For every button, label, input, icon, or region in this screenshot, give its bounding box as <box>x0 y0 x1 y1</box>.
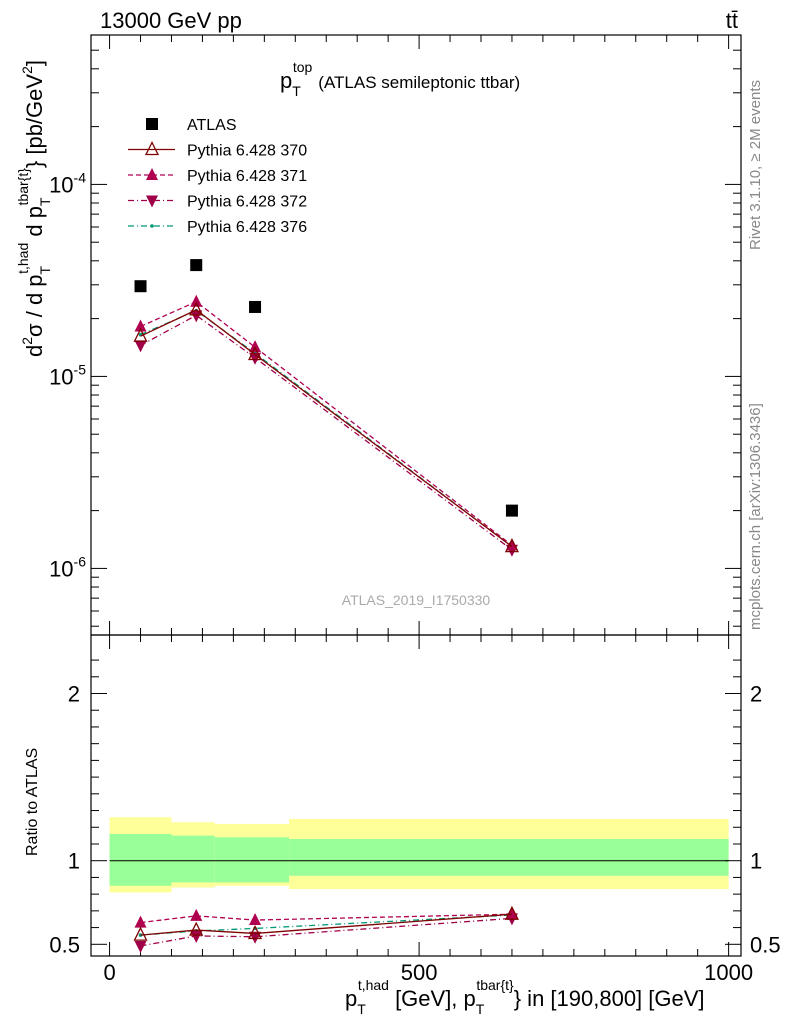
ratio-y-tick-label-right: 1 <box>750 849 762 874</box>
marker-pythia-6-428-371 <box>505 538 518 551</box>
legend-label-pythia-6-428-372: Pythia 6.428 372 <box>187 194 307 211</box>
ratio-marker-pythia-6-428-372 <box>249 931 262 944</box>
ratio-band-inner <box>214 837 290 883</box>
legend-label-pythia-6-428-371: Pythia 6.428 371 <box>187 168 307 185</box>
series-line-pythia-6-428-371 <box>140 300 513 546</box>
legend-label-pythia-6-428-376: Pythia 6.428 376 <box>187 219 307 236</box>
ratio-line-pythia-6-428-372 <box>140 917 512 947</box>
ratio-frame <box>90 634 742 957</box>
mcplots-reference-label: mcplots.cern.ch [arXiv:1306.3436] <box>747 403 764 630</box>
legend-marker-pythia-6-428-372 <box>146 195 158 208</box>
ratio-marker-pythia-6-428-371 <box>134 915 147 928</box>
header-energy-label: 13000 GeV pp <box>100 8 242 33</box>
marker-atlas <box>249 300 262 313</box>
legend-label-pythia-6-428-370: Pythia 6.428 370 <box>187 143 307 160</box>
marker-pythia-6-428-370 <box>189 301 204 316</box>
marker-pythia-6-428-370 <box>133 327 148 342</box>
marker-pythia-6-428-372 <box>249 352 262 365</box>
y-tick-label: 10-4 <box>49 169 86 197</box>
x-axis-label: pTt,had [GeV], pTtbar{t}} in [190,800] [… <box>345 977 705 1017</box>
series-line-pythia-6-428-372 <box>140 314 513 551</box>
y-tick-label: 10-5 <box>49 361 86 389</box>
main-series <box>133 259 520 557</box>
marker-atlas <box>134 280 147 293</box>
ratio-y-axis-label: Ratio to ATLAS <box>24 748 41 856</box>
ratio-y-tick-label: 1 <box>68 849 80 874</box>
ratio-y-tick-label-right: 2 <box>750 682 762 707</box>
ratio-marker-pythia-6-428-371 <box>505 907 518 920</box>
legend: ATLAS Pythia 6.428 370 Pythia 6.428 371 Pyt… <box>128 117 307 236</box>
rivet-version-label: Rivet 3.1.10, ≥ 2M events <box>747 80 764 250</box>
ratio-axes: 0 500 1000 0.5 0.5 1 1 2 2 <box>49 35 781 985</box>
plot-title: pTtop(ATLAS semileptonic ttbar) <box>280 59 520 99</box>
marker-pythia-6-428-370 <box>247 346 263 361</box>
x-tick-label: 0 <box>103 960 115 985</box>
ratio-band-inner <box>289 838 729 876</box>
ratio-series <box>133 905 520 953</box>
marker-pythia-6-428-371 <box>190 294 203 307</box>
ratio-marker-pythia-6-428-372 <box>134 940 147 953</box>
series-line-pythia-6-428-376 <box>140 309 513 548</box>
ratio-band-inner <box>109 833 172 886</box>
series-line-pythia-6-428-370 <box>140 309 513 548</box>
x-tick-label: 500 <box>401 960 438 985</box>
marker-atlas <box>505 504 518 517</box>
ratio-marker-pythia-6-428-370 <box>189 921 204 936</box>
legend-marker-pythia-6-428-371 <box>146 168 158 180</box>
legend-marker-pythia-6-428-376 <box>150 224 154 228</box>
marker-pythia-6-428-372 <box>190 310 203 323</box>
analysis-id-watermark: ATLAS_2019_I1750330 <box>342 592 491 608</box>
ratio-band-inner <box>171 835 215 883</box>
x-tick-label: 1000 <box>704 960 753 985</box>
ratio-marker-pythia-6-428-370 <box>133 926 148 941</box>
ratio-marker-pythia-6-428-371 <box>190 908 203 921</box>
legend-label-atlas: ATLAS <box>187 117 237 134</box>
ratio-line-pythia-6-428-371 <box>140 913 512 924</box>
ratio-y-tick-label: 2 <box>68 682 80 707</box>
ratio-line-pythia-6-428-370 <box>140 913 513 936</box>
ratio-y-tick-label: 0.5 <box>49 932 80 957</box>
main-y-axis-label: d2σ / d pTt,had d pTtbar{t}} [pb/GeV2] <box>15 60 53 357</box>
legend-marker-atlas <box>146 118 158 130</box>
marker-pythia-6-428-372 <box>134 340 147 353</box>
y-tick-label: 10-6 <box>49 553 86 581</box>
header-process-label: tt̄ <box>726 8 738 33</box>
legend-marker-pythia-6-428-370 <box>144 141 160 156</box>
ratio-marker-pythia-6-428-372 <box>190 930 203 943</box>
ratio-marker-pythia-6-428-370 <box>247 924 263 940</box>
marker-pythia-6-428-370 <box>504 538 520 553</box>
marker-pythia-6-428-371 <box>134 319 147 332</box>
ratio-marker-pythia-6-428-371 <box>249 913 262 926</box>
ratio-band <box>109 817 729 893</box>
ratio-y-tick-label-right: 0.5 <box>750 932 781 957</box>
ratio-marker-pythia-6-428-370 <box>504 905 520 920</box>
marker-atlas <box>190 259 203 272</box>
